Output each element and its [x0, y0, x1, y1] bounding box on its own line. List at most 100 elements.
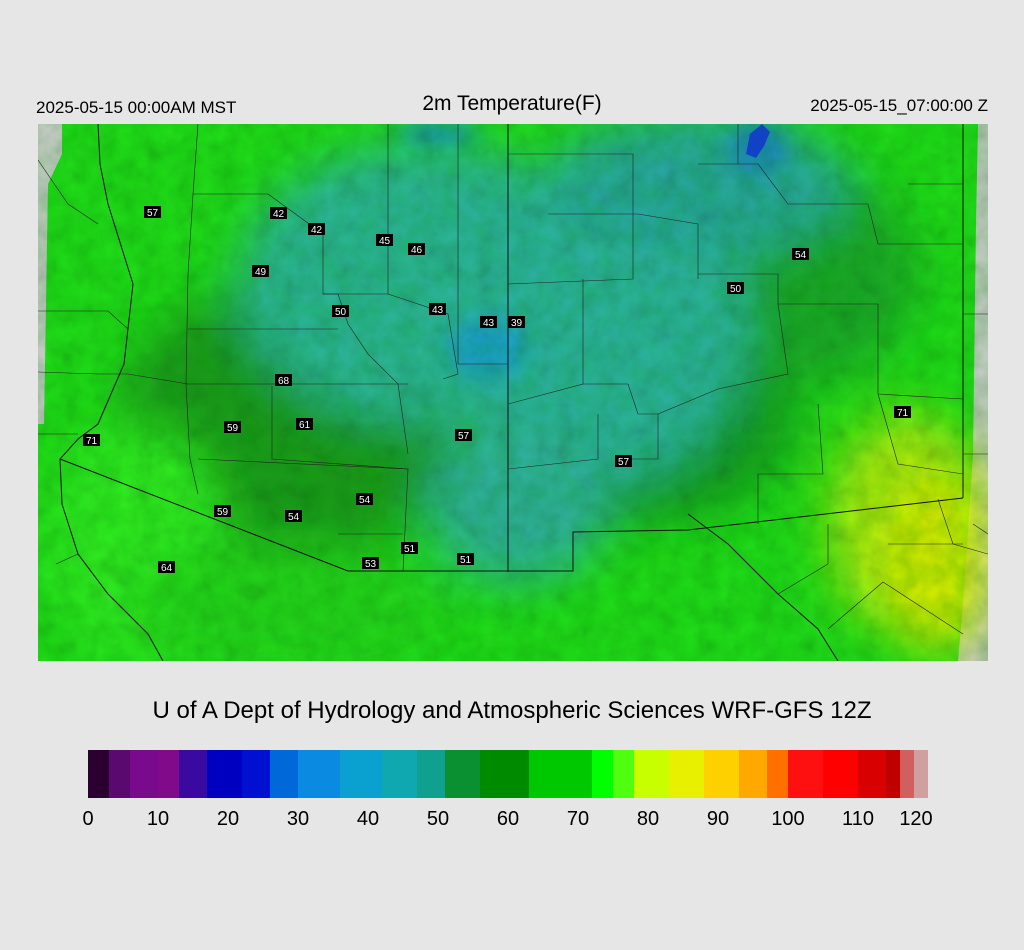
cold-cell [746, 124, 770, 158]
colorbar-segment [704, 750, 740, 798]
colorbar-tick-label: 80 [636, 808, 660, 830]
svg-text:59: 59 [217, 507, 229, 518]
colorbar-segment [340, 750, 383, 798]
utc-time-label: 2025-05-15_07:00:00 Z [810, 96, 988, 115]
station-label: 50 [332, 305, 349, 318]
colorbar-segment [242, 750, 271, 798]
station-label: 57 [455, 429, 472, 442]
svg-text:57: 57 [618, 457, 630, 468]
svg-text:43: 43 [483, 318, 495, 329]
colorbar-tick-label: 10 [146, 808, 170, 830]
colorbar-segment [130, 750, 159, 798]
colorbar-tick-label: 100 [771, 808, 805, 830]
station-label: 42 [308, 223, 325, 236]
svg-text:46: 46 [411, 245, 423, 256]
colorbar-tick-label: 70 [566, 808, 590, 830]
temperature-map: 57 42 42 45 46 49 50 43 43 39 68 59 61 5… [38, 124, 988, 661]
colorbar-segment [298, 750, 341, 798]
colorbar [88, 750, 928, 798]
station-label: 39 [508, 316, 525, 329]
colorbar-segment [592, 750, 614, 798]
colorbar-tick-label: 40 [356, 808, 380, 830]
colorbar-segment [634, 750, 670, 798]
svg-text:54: 54 [795, 250, 807, 261]
colorbar-segment [270, 750, 299, 798]
colorbar-segment [739, 750, 768, 798]
credit-line: U of A Dept of Hydrology and Atmospheric… [152, 697, 872, 724]
station-label: 53 [362, 557, 379, 570]
svg-text:64: 64 [161, 563, 173, 574]
svg-text:68: 68 [278, 376, 290, 387]
colorbar-segment [179, 750, 208, 798]
svg-text:53: 53 [365, 559, 377, 570]
colorbar-tick-label: 110 [842, 808, 874, 830]
boundaries [38, 124, 988, 661]
station-label: 57 [144, 206, 161, 219]
svg-text:43: 43 [432, 305, 444, 316]
svg-text:54: 54 [359, 495, 371, 506]
colorbar-segment [382, 750, 418, 798]
station-label: 45 [376, 234, 393, 247]
station-label: 54 [285, 510, 302, 523]
svg-text:45: 45 [379, 236, 391, 247]
colorbar-tick-label: 120 [899, 808, 933, 830]
station-label: 51 [457, 553, 474, 566]
colorbar-segment [417, 750, 446, 798]
colorbar-tick-label: 50 [426, 808, 450, 830]
station-labels: 57 42 42 45 46 49 50 43 43 39 68 59 61 5… [83, 206, 911, 574]
map-title: 2m Temperature(F) [422, 92, 602, 115]
svg-text:54: 54 [288, 512, 300, 523]
svg-text:71: 71 [86, 436, 98, 447]
station-label: 43 [480, 316, 497, 329]
colorbar-segment [207, 750, 243, 798]
station-label: 61 [296, 418, 313, 431]
station-label: 51 [401, 542, 418, 555]
colorbar-tick-label: 30 [286, 808, 310, 830]
station-label: 42 [270, 207, 287, 220]
svg-text:42: 42 [273, 209, 285, 220]
station-label: 49 [252, 265, 269, 278]
colorbar-tick-label: 60 [496, 808, 520, 830]
svg-text:59: 59 [227, 423, 239, 434]
svg-text:57: 57 [458, 431, 470, 442]
station-label: 59 [214, 505, 231, 518]
colorbar-segment [886, 750, 901, 798]
svg-text:57: 57 [147, 208, 159, 219]
colorado-river [59, 124, 164, 661]
colorbar-segment [788, 750, 824, 798]
colorbar-tick-label: 20 [216, 808, 240, 830]
colorbar-segment [158, 750, 180, 798]
local-time-label: 2025-05-15 00:00AM MST [36, 98, 237, 117]
colorbar-segment [767, 750, 789, 798]
station-label: 64 [158, 561, 175, 574]
svg-text:39: 39 [511, 318, 523, 329]
colorbar-segment [914, 750, 928, 798]
colorbar-segment [900, 750, 915, 798]
svg-text:51: 51 [404, 544, 416, 555]
station-label: 71 [83, 434, 100, 447]
station-label: 46 [408, 243, 425, 256]
colorbar-segment [669, 750, 705, 798]
station-label: 68 [275, 374, 292, 387]
svg-text:49: 49 [255, 267, 267, 278]
colorbar-segment [88, 750, 110, 798]
colorbar-segment [858, 750, 887, 798]
colorbar-segment [823, 750, 859, 798]
colorbar-tick-label: 90 [706, 808, 730, 830]
nm-south-border [348, 497, 964, 572]
colorbar-segment [529, 750, 593, 798]
colorbar-segment [109, 750, 131, 798]
svg-text:50: 50 [730, 284, 742, 295]
station-label: 54 [792, 248, 809, 261]
station-label: 54 [356, 493, 373, 506]
colorbar-segment [480, 750, 530, 798]
colorbar-segment [613, 750, 635, 798]
mexico-border [59, 458, 349, 572]
station-label: 59 [224, 421, 241, 434]
colorbar-tick-label: 0 [82, 808, 94, 830]
svg-text:71: 71 [897, 408, 909, 419]
station-label: 50 [727, 282, 744, 295]
svg-text:51: 51 [460, 555, 472, 566]
colorbar-segment [445, 750, 481, 798]
station-label: 57 [615, 455, 632, 468]
